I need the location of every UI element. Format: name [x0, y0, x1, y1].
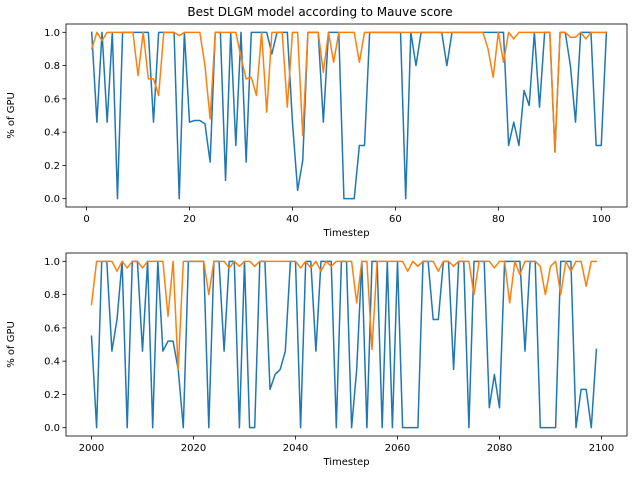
series-line-1 [90, 31, 608, 200]
x-tick-label: 2000 [79, 443, 104, 454]
x-tick-label: 40 [286, 214, 299, 225]
y-tick-label: 0.2 [44, 161, 60, 172]
x-tick-label: 2080 [487, 443, 512, 454]
x-axis-label: Timestep [322, 228, 369, 239]
axes-frame [65, 252, 628, 437]
series-line-2 [90, 260, 598, 371]
y-tick-label: 0.6 [44, 323, 60, 334]
x-axis-label: Timestep [322, 457, 369, 468]
x-tick-label: 20 [183, 214, 196, 225]
x-tick-label: 60 [389, 214, 402, 225]
figure-title: Best DLGM model according to Mauve score [187, 5, 452, 19]
y-tick-label: 0.8 [44, 61, 60, 72]
y-tick-label: 0.2 [44, 390, 60, 401]
series-line-2 [90, 31, 608, 153]
y-tick-label: 1.0 [44, 28, 60, 39]
x-tick-label: 2100 [589, 443, 614, 454]
top-subplot: 0 20 40 60 80 100 0.0 0.2 0.4 0.6 0.8 1.0 Timestep % … [6, 23, 628, 239]
bottom-subplot: 2000 2020 2040 2060 2080 2100 0.0 0.2 0.4 0.6 0.8 1… [6, 252, 628, 468]
x-tick-label: 80 [492, 214, 505, 225]
y-tick-label: 0.8 [44, 290, 60, 301]
axes-frame [65, 23, 628, 208]
y-tick-label: 0.0 [44, 194, 60, 205]
y-tick-label: 0.4 [44, 128, 60, 139]
y-tick-label: 0.6 [44, 94, 60, 105]
x-tick-label: 2040 [283, 443, 308, 454]
y-axis-label: % of GPU [6, 92, 17, 139]
x-tick-label: 2060 [385, 443, 410, 454]
y-tick-label: 0.0 [44, 423, 60, 434]
x-tick-label: 2020 [181, 443, 206, 454]
y-tick-label: 1.0 [44, 257, 60, 268]
x-tick-label: 100 [592, 214, 611, 225]
x-tick-label: 0 [83, 214, 89, 225]
y-axis-label: % of GPU [6, 321, 17, 368]
y-tick-label: 0.4 [44, 357, 60, 368]
